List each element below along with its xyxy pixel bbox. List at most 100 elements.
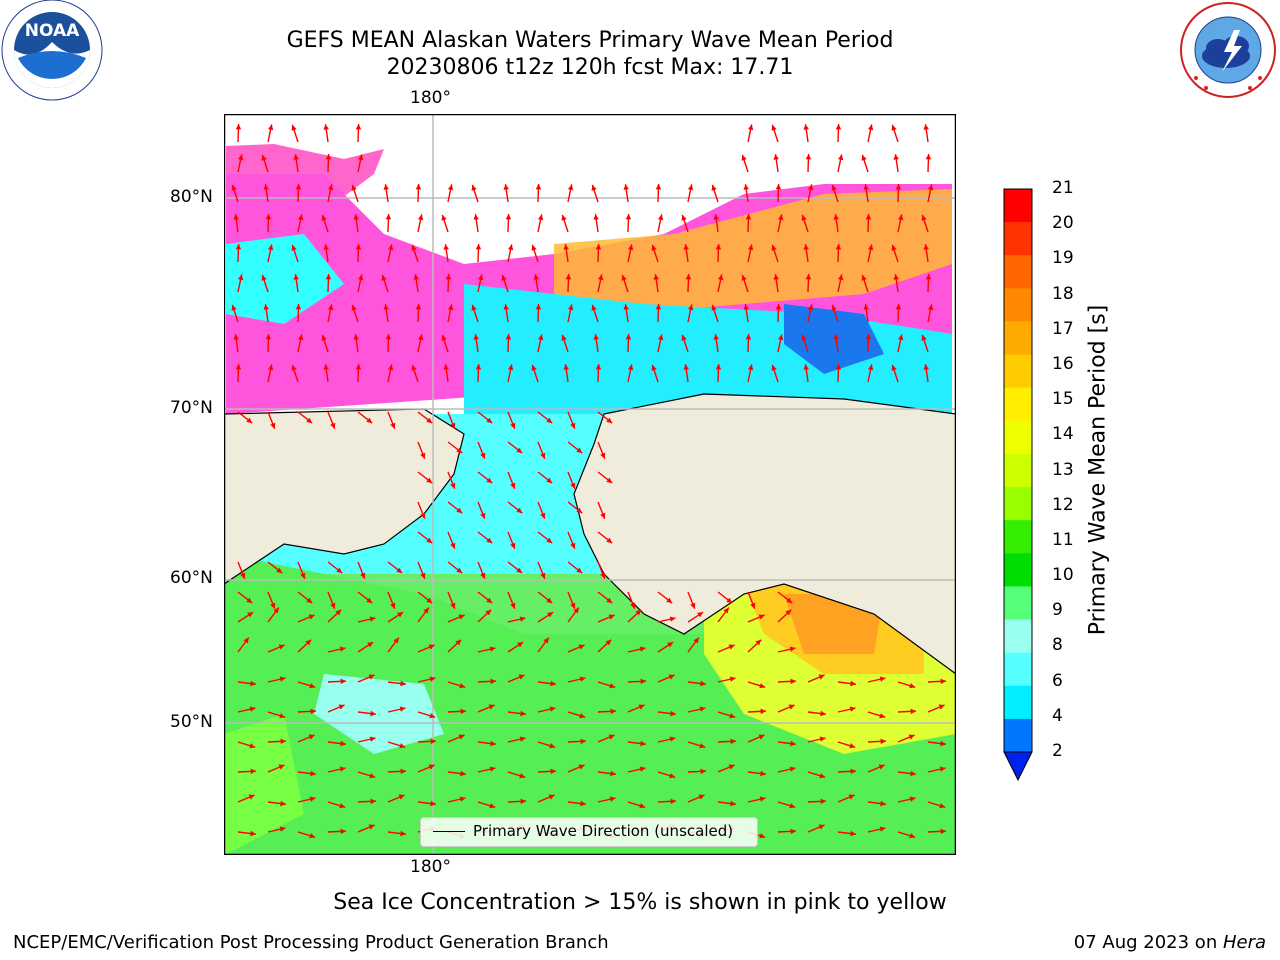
footer-date: 07 Aug 2023 on: [1073, 932, 1223, 953]
wave-arrow-head: [723, 607, 729, 614]
wave-arrow-head: [598, 274, 604, 281]
colorbar-tick-label: 18: [1052, 283, 1074, 304]
wave-arrow-head: [745, 214, 752, 220]
wave-arrow-head: [519, 616, 526, 622]
wave-arrow-head: [550, 680, 556, 687]
wave-arrow-head: [790, 740, 796, 747]
wave-arrow-head: [455, 639, 462, 646]
lat-label-60: 60°N: [170, 568, 213, 588]
sea-ice-note: Sea Ice Concentration > 15% is shown in …: [333, 890, 947, 915]
colorbar-segment: [1004, 553, 1032, 587]
wave-arrow-head: [546, 597, 553, 604]
wave-arrow-head: [730, 800, 736, 807]
wave-arrow-head: [415, 304, 422, 310]
wave-arrow-head: [868, 364, 874, 371]
wave-arrow-head: [383, 184, 389, 190]
wave-arrow-head: [715, 364, 722, 370]
wave-arrow-head: [413, 274, 419, 280]
wave-arrow-head: [279, 713, 286, 719]
wave-arrow-head: [355, 364, 362, 370]
wave-arrow-head: [385, 214, 392, 220]
wave-arrow-head: [600, 572, 606, 579]
colorbar: [1003, 188, 1033, 782]
wave-arrow-head: [368, 674, 375, 680]
wave-arrow-head: [730, 738, 736, 745]
wave-arrow-head: [231, 304, 237, 311]
wave-arrow-head: [295, 184, 302, 190]
wave-arrow-head: [478, 274, 484, 281]
wave-arrow-head: [608, 614, 615, 620]
wave-arrow-head: [580, 738, 586, 745]
wave-arrow-head: [546, 477, 553, 484]
wave-arrow-head: [309, 796, 316, 802]
wave-arrow-head: [510, 602, 516, 609]
wave-arrow-head: [460, 708, 466, 715]
wave-arrow-head: [605, 639, 612, 646]
wave-arrow-head: [940, 828, 946, 835]
wave-arrow-head: [300, 572, 306, 579]
wave-arrow-head: [639, 803, 646, 809]
wave-arrow-head: [366, 417, 373, 424]
colorbar-segment: [1004, 321, 1032, 356]
colorbar-tick-label: 15: [1052, 389, 1074, 410]
wave-arrow-head: [670, 710, 676, 717]
wave-arrow-head: [460, 770, 466, 777]
wave-arrow-head: [849, 706, 856, 712]
wave-arrow-head: [510, 542, 516, 549]
wave-arrow-head: [803, 244, 809, 250]
wave-arrow-head: [450, 422, 456, 429]
wave-arrow-head: [321, 334, 327, 341]
wave-arrow-head: [458, 614, 465, 620]
wave-arrow-head: [771, 124, 777, 131]
wave-arrow-head: [726, 597, 733, 604]
wave-arrow-head: [429, 676, 436, 682]
wave-arrow-head: [235, 364, 242, 370]
wave-arrow-head: [426, 597, 433, 604]
wave-arrow-head: [456, 567, 463, 574]
wave-arrow-head: [925, 154, 932, 160]
wave-arrow-head: [741, 274, 747, 281]
wave-arrow-head: [278, 644, 285, 650]
wave-arrow-head: [443, 364, 449, 370]
wave-arrow-head: [423, 607, 429, 614]
wave-arrow-head: [548, 794, 555, 800]
wave-arrow-head: [681, 214, 687, 221]
wave-arrow-head: [669, 736, 676, 742]
wave-arrow-head: [381, 274, 387, 281]
wave-arrow-head: [803, 124, 809, 130]
colorbar-tick-label: 20: [1052, 213, 1074, 234]
wave-arrow-head: [426, 537, 433, 544]
wave-arrow-head: [415, 184, 422, 190]
wave-arrow-head: [838, 274, 844, 281]
wave-arrow-head: [580, 800, 586, 807]
wave-arrow-head: [279, 676, 286, 682]
wave-arrow-head: [420, 452, 426, 459]
wave-arrow-head: [247, 612, 254, 618]
wave-arrow-head: [923, 364, 929, 370]
wave-arrow-head: [713, 334, 719, 340]
wave-arrow-head: [759, 833, 766, 839]
wave-arrow-head: [276, 567, 283, 574]
wave-arrow-head: [546, 417, 553, 424]
wave-arrow-head: [831, 184, 837, 191]
wave-arrow-head: [838, 154, 844, 161]
wave-arrow-head: [328, 304, 334, 311]
wave-arrow-head: [653, 274, 659, 280]
wave-arrow-head: [398, 794, 405, 800]
wave-arrow-head: [293, 274, 299, 280]
wave-arrow-head: [510, 482, 516, 489]
wave-arrow-head: [473, 334, 479, 340]
wave-arrow-head: [355, 124, 362, 130]
wave-arrow-head: [291, 364, 297, 371]
wave-arrow-head: [325, 274, 332, 280]
wave-arrow-head: [759, 796, 766, 802]
wave-arrow-head: [418, 214, 424, 221]
wave-arrow-head: [595, 364, 602, 370]
wave-arrow-head: [741, 154, 747, 161]
wave-arrow-head: [517, 642, 524, 648]
wave-arrow-head: [540, 572, 546, 579]
wave-arrow-head: [450, 482, 456, 489]
wave-arrow-head: [489, 803, 496, 809]
colorbar-segment: [1004, 255, 1032, 289]
wave-arrow-head: [683, 244, 689, 250]
